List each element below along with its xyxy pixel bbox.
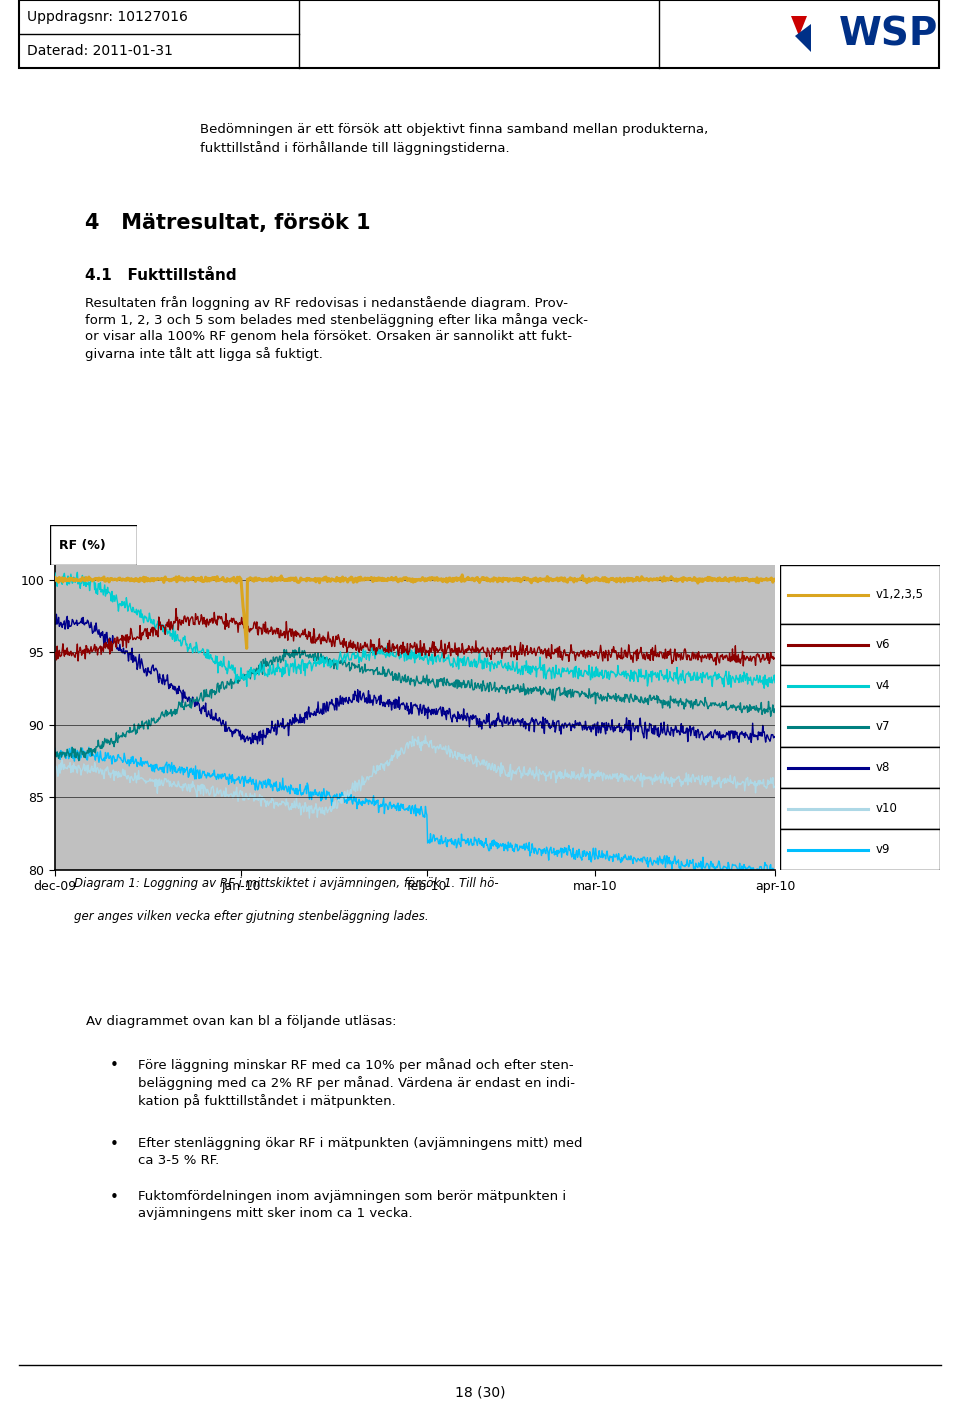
Text: Diagram 1: Loggning av RF i mittskiktet i avjämningen, försök 1. Till hö-: Diagram 1: Loggning av RF i mittskiktet … — [74, 878, 499, 890]
Text: Före läggning minskar RF med ca 10% per månad och efter sten-
beläggning med ca : Före läggning minskar RF med ca 10% per … — [137, 1058, 575, 1109]
Text: •: • — [110, 1137, 119, 1152]
Text: RF (%): RF (%) — [59, 538, 106, 551]
Text: 4   Mätresultat, försök 1: 4 Mätresultat, försök 1 — [85, 213, 371, 233]
Bar — [780, 625, 940, 666]
Text: Bedömningen är ett försök att objektivt finna samband mellan produkterna,: Bedömningen är ett försök att objektivt … — [200, 124, 708, 136]
Text: or visar alla 100% RF genom hela försöket. Orsaken är sannolikt att fukt-: or visar alla 100% RF genom hela försöke… — [85, 329, 572, 344]
Text: Daterad: 2011-01-31: Daterad: 2011-01-31 — [27, 44, 173, 58]
Text: ger anges vilken vecka efter gjutning stenbeläggning lades.: ger anges vilken vecka efter gjutning st… — [74, 910, 429, 923]
Text: form 1, 2, 3 och 5 som belades med stenbeläggning efter lika många veck-: form 1, 2, 3 och 5 som belades med stenb… — [85, 312, 588, 327]
Text: v6: v6 — [876, 639, 891, 652]
Text: Av diagrammet ovan kan bl a följande utläsas:: Av diagrammet ovan kan bl a följande utl… — [86, 1015, 396, 1028]
Text: v10: v10 — [876, 802, 898, 815]
Text: fukttillstånd i förhållande till läggningstiderna.: fukttillstånd i förhållande till läggnin… — [200, 141, 510, 155]
Bar — [780, 747, 940, 788]
Text: •: • — [110, 1058, 119, 1072]
Text: Resultaten från loggning av RF redovisas i nedanstående diagram. Prov-: Resultaten från loggning av RF redovisas… — [85, 295, 568, 310]
Polygon shape — [791, 16, 807, 36]
Text: Uppdragsnr: 10127016: Uppdragsnr: 10127016 — [27, 10, 188, 24]
Text: Efter stenläggning ökar RF i mätpunkten (avjämningens mitt) med
ca 3-5 % RF.: Efter stenläggning ökar RF i mätpunkten … — [137, 1137, 582, 1167]
Bar — [780, 706, 940, 747]
Bar — [780, 788, 940, 829]
Text: v8: v8 — [876, 761, 890, 774]
Text: v4: v4 — [876, 679, 891, 693]
Bar — [780, 565, 940, 625]
Text: v1,2,3,5: v1,2,3,5 — [876, 588, 924, 601]
Polygon shape — [795, 24, 811, 53]
Bar — [780, 666, 940, 706]
Text: •: • — [110, 1190, 119, 1204]
Text: givarna inte tålt att ligga så fuktigt.: givarna inte tålt att ligga så fuktigt. — [85, 346, 323, 361]
Bar — [780, 829, 940, 870]
Text: 18 (30): 18 (30) — [455, 1384, 505, 1399]
Text: 4.1   Fukttillstånd: 4.1 Fukttillstånd — [85, 268, 236, 283]
Text: WSP: WSP — [839, 16, 938, 53]
Text: Fuktomfördelningen inom avjämningen som berör mätpunkten i
avjämningens mitt ske: Fuktomfördelningen inom avjämningen som … — [137, 1190, 565, 1220]
Text: v9: v9 — [876, 843, 891, 856]
Bar — [19, 0, 939, 68]
Text: v7: v7 — [876, 720, 891, 733]
